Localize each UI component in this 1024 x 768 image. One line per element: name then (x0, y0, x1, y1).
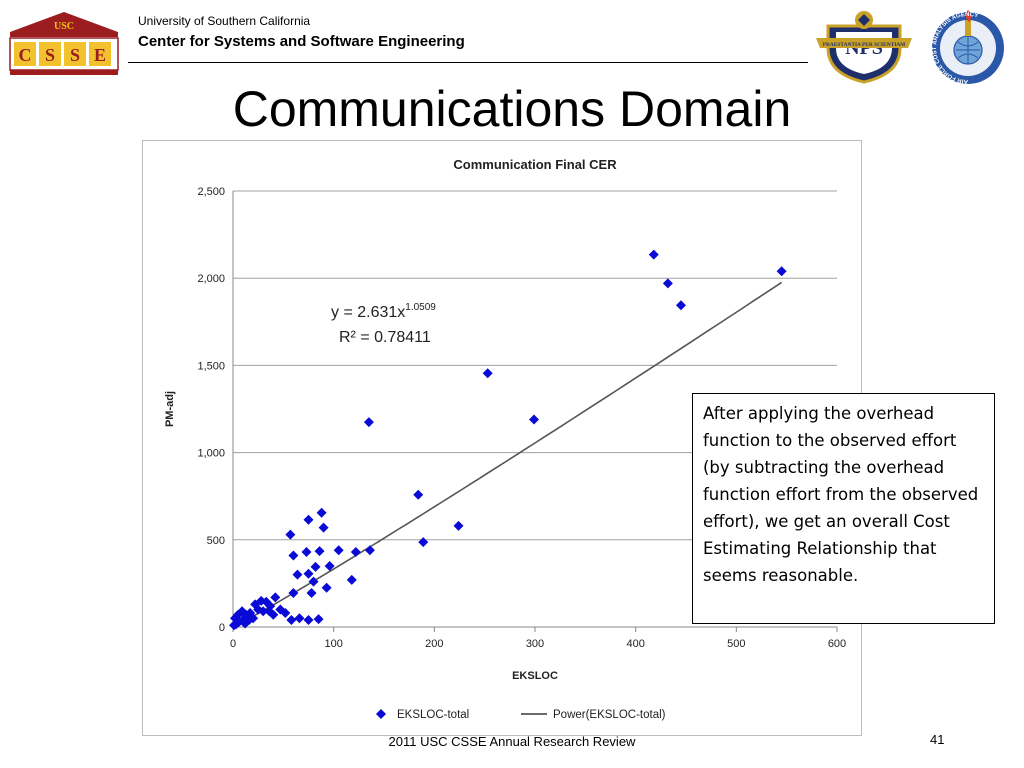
data-point (324, 560, 335, 571)
r-squared: R² = 0.78411 (339, 329, 431, 346)
data-point (286, 615, 297, 626)
x-tick-label: 300 (526, 638, 544, 650)
data-point (318, 522, 329, 533)
usc-logo-text: USC (54, 21, 74, 32)
afcaa-seal-logo: AIR FORCE COST ANALYSIS AGENCY (932, 10, 1004, 84)
data-point (294, 613, 305, 624)
data-point (233, 609, 244, 620)
data-point (303, 568, 314, 579)
y-tick-label: 0 (219, 622, 225, 634)
x-tick-label: 200 (425, 638, 443, 650)
slide-title: Communications Domain (232, 81, 792, 137)
logo-letter: S (70, 45, 80, 65)
power-trendline (233, 281, 783, 628)
y-tick-label: 1,000 (197, 448, 225, 460)
chart-title: Communication Final CER (453, 157, 617, 172)
y-tick-label: 2,500 (197, 186, 225, 198)
data-point (662, 278, 673, 289)
y-tick-label: 500 (207, 535, 225, 547)
x-tick-label: 600 (828, 638, 846, 650)
x-tick-label: 100 (324, 638, 342, 650)
data-point (265, 601, 276, 612)
data-point (264, 606, 275, 617)
legend-marker-points (376, 709, 386, 719)
x-tick-label: 0 (230, 638, 236, 650)
data-point (413, 489, 424, 500)
data-point (280, 608, 291, 619)
data-point (288, 550, 299, 561)
data-point (275, 604, 286, 615)
y-tick-label: 1,500 (197, 360, 225, 372)
nps-logo: NPS PRAESTANTIA PER SCIENTIAM (816, 11, 912, 84)
legend-label-points: EKSLOC-total (397, 709, 469, 721)
page-number: 41 (930, 732, 945, 747)
callout-textbox: After applying the overhead function to … (692, 393, 995, 624)
data-point (258, 606, 269, 617)
data-point (418, 537, 429, 548)
data-point (316, 507, 327, 518)
data-point (313, 614, 324, 625)
data-point (776, 266, 787, 277)
data-point (230, 613, 241, 624)
data-point (482, 368, 493, 379)
data-point (333, 545, 344, 556)
data-point (453, 520, 464, 531)
data-point (268, 609, 279, 620)
footer-text: 2011 USC CSSE Annual Research Review (388, 734, 636, 749)
data-point (675, 300, 686, 311)
data-point (292, 569, 303, 580)
logo-letter: S (45, 45, 55, 65)
data-point (350, 547, 361, 558)
university-name: University of Southern California (138, 14, 311, 28)
data-point (310, 561, 321, 572)
data-point (285, 529, 296, 540)
header-divider (128, 62, 808, 63)
data-point (364, 545, 375, 556)
data-point (308, 576, 319, 587)
data-point (301, 547, 312, 558)
trend-equation: y = 2.631x1.0509 (331, 302, 436, 321)
data-point (346, 574, 357, 585)
center-name: Center for Systems and Software Engineer… (138, 33, 465, 50)
data-point (261, 596, 272, 607)
data-point (528, 414, 539, 425)
data-point (270, 592, 281, 603)
data-point (303, 615, 314, 626)
y-axis-label: PM-adj (164, 391, 176, 427)
data-point (240, 618, 251, 629)
x-tick-label: 400 (626, 638, 644, 650)
data-point (314, 546, 325, 557)
data-point (248, 613, 259, 624)
nps-motto: PRAESTANTIA PER SCIENTIAM (823, 42, 906, 48)
data-point (229, 620, 240, 631)
logo-letter: E (94, 45, 106, 65)
data-point (303, 514, 314, 525)
x-axis-label: EKSLOC (512, 670, 558, 682)
legend-label-trend: Power(EKSLOC-total) (553, 709, 666, 721)
data-point (288, 587, 299, 598)
usc-csse-logo: USC C S S E (9, 12, 119, 75)
data-point (648, 249, 659, 260)
data-point (306, 587, 317, 598)
logo-letter: C (19, 45, 32, 65)
x-tick-label: 500 (727, 638, 745, 650)
scatter-chart: Communication Final CER 0 500 1,000 1,500 2,0… (164, 157, 846, 721)
data-point (321, 582, 332, 593)
y-tick-label: 2,000 (197, 273, 225, 285)
data-point (363, 417, 374, 428)
equation-base: y = 2.631x (331, 304, 405, 321)
equation-exponent: 1.0509 (405, 302, 436, 313)
